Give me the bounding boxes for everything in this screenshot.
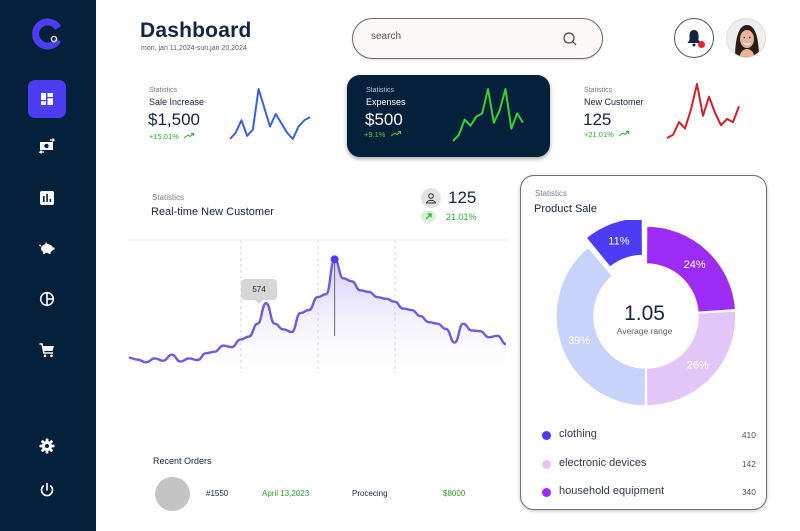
realtime-area-chart[interactable] [129,238,506,388]
stat-label: Statistics [584,87,613,94]
notification-badge [698,41,705,48]
sidebar-item-dashboard[interactable] [28,80,66,118]
donut-slice-label: 24% [684,259,706,271]
realtime-label: Statistics [152,193,185,202]
order-status: Procecing [352,489,388,498]
product-sale-donut-chart[interactable]: 24% 26% 39% 11% [555,220,737,412]
bell-icon [687,30,701,47]
stat-change-value: +15.01% [149,132,179,141]
sparkline-expenses [452,88,524,142]
sidebar-item-logout[interactable] [28,471,66,509]
search-input[interactable] [371,31,551,42]
sidebar [0,0,96,531]
money-exchange-icon [38,138,56,154]
sidebar-item-settings[interactable] [28,427,66,465]
stat-label: Statistics [149,87,178,94]
chart-line [129,258,506,364]
realtime-title: Real-time New Customer [151,206,274,218]
legend-item-household-equipment[interactable]: household equipment 340 [542,484,756,500]
trend-up-icon [183,133,194,139]
order-date: April 13,2023 [262,489,310,498]
sparkline-path [229,88,311,140]
stat-change-value: +21.01% [584,130,614,139]
sidebar-item-analytics[interactable] [28,280,66,318]
shopping-cart-icon [39,343,54,358]
legend-value: 340 [741,487,756,497]
donut-slice [555,245,647,407]
stat-change: +15.01% [149,132,194,141]
stat-title: Expenses [366,97,406,107]
pie-chart-icon [39,291,55,307]
order-amount: $8000 [443,489,466,498]
order-row[interactable]: #1550 April 13,2023 Procecing $8000 [155,477,505,511]
notification-button[interactable] [674,18,714,58]
trend-up-icon [618,131,629,137]
stat-value: $500 [365,110,403,129]
donut-center-label: Average range [616,326,673,336]
stat-change: +9.1% [364,130,401,139]
donut-center-value: 1.05 [624,302,665,325]
legend-item-clothing[interactable]: clothing 410 [542,427,756,443]
search-icon[interactable] [562,31,578,47]
sparkline-path [666,83,740,139]
dashboard-icon [41,93,53,105]
user-photo [727,19,765,57]
order-thumbnail [155,477,190,511]
stat-card-new-customer[interactable]: Statistics New Customer 125 +21.01% [575,75,775,157]
piggy-bank-icon [39,242,55,254]
legend-label: household equipment [559,485,665,497]
gear-icon [39,438,55,454]
sparkline-sale-increase [229,88,311,140]
stat-card-expenses[interactable]: Statistics Expenses $500 +9.1% [347,75,550,157]
sidebar-item-orders[interactable] [28,331,66,369]
app-logo[interactable] [32,18,64,50]
sidebar-item-reports[interactable] [28,179,66,217]
search-bar[interactable] [352,18,603,59]
date-range: mon, jan 11,2024-sun,jan 20,2024 [141,45,247,52]
user-icon [421,188,441,208]
donut-slice-label: 11% [608,236,629,248]
stat-title: New Customer [584,97,644,107]
bar-chart-icon [40,191,54,205]
stat-card-sale-increase[interactable]: Statistics Sale Increase $1,500 +15.01% [140,75,340,157]
stat-label: Statistics [366,87,395,94]
stat-value: $1,500 [148,110,200,129]
sidebar-item-savings[interactable] [28,229,66,267]
legend-label: clothing [559,428,597,440]
donut-slice-label: 39% [568,335,590,347]
donut-slice [584,220,644,269]
legend-value: 410 [741,430,756,440]
recent-orders-title: Recent Orders [153,456,212,466]
legend-dot [542,431,551,440]
product-sale-label: Statistics [535,189,568,198]
sparkline-path [452,88,524,142]
legend-label: electronic devices [559,457,647,469]
stat-title: Sale Increase [149,97,205,107]
page-title: Dashboard [140,19,252,42]
legend-dot [542,460,551,469]
realtime-count: 125 [448,188,477,207]
donut-slice [645,310,737,407]
sparkline-new-customer [666,83,740,139]
order-id: #1550 [206,489,229,498]
stat-value: 125 [583,110,612,129]
sidebar-item-transactions[interactable] [28,127,66,165]
trend-up-icon [390,131,401,137]
donut-slice-label: 26% [687,360,709,372]
chart-tooltip: 574 [241,279,277,304]
product-sale-card: Statistics Product Sale 24% 26% 39% 11% 1.0… [520,175,767,510]
user-avatar[interactable] [726,18,766,58]
legend-dot [542,488,551,497]
trend-up-icon [421,211,436,222]
product-sale-title: Product Sale [534,203,597,215]
stat-change-value: +9.1% [364,130,386,139]
stat-change: +21.01% [584,130,629,139]
chart-area-fill [129,259,506,388]
legend-item-electronic-devices[interactable]: electronic devices 142 [542,456,756,472]
realtime-change: 21.01% [446,212,477,222]
donut-slice [645,225,737,314]
power-icon [40,482,54,497]
hover-marker-dot [330,255,339,264]
legend-value: 142 [741,459,756,469]
